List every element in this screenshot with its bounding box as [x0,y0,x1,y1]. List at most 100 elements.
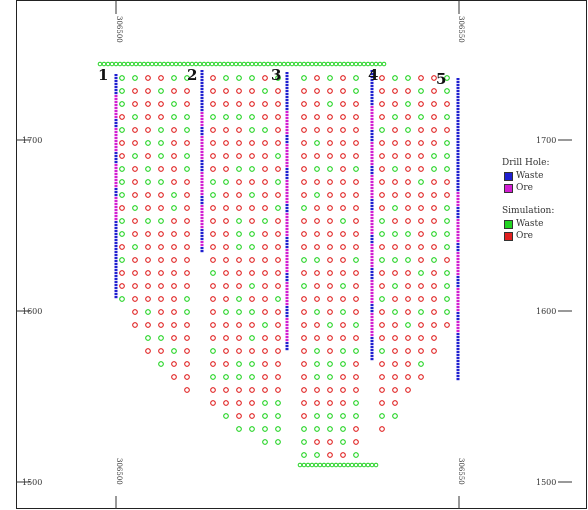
sim-point-484 [236,348,242,354]
drill-sample-337 [456,111,460,114]
drill-sample-333 [456,99,460,102]
sim-point-226 [405,192,411,198]
drill-sample-262 [370,169,374,172]
drill-sample-279 [370,220,374,223]
sim-point-261 [236,218,242,224]
drill-sample-203 [285,273,289,276]
sim-point-114 [444,127,450,133]
sim-point-363 [392,270,398,276]
drill-sample-117 [200,196,204,199]
rim-point-657 [345,61,351,67]
sim-point-235 [184,205,190,211]
sim-point-494 [392,348,398,354]
sim-point-415 [145,309,151,315]
drill-sample-97 [200,136,204,139]
sim-point-222 [340,192,346,198]
drill-sample-278 [370,217,374,220]
drill-sample-180 [285,204,289,207]
sim-point-245 [340,205,346,211]
sim-point-32 [249,88,255,94]
drill-sample-228 [285,348,289,351]
sim-point-410 [405,296,411,302]
rim-point-613 [169,61,175,67]
sim-point-308 [249,244,255,250]
sim-point-426 [314,309,320,315]
drill-sample-411 [456,333,460,336]
sim-point-529 [379,374,385,380]
sim-point-272 [405,218,411,224]
sim-point-10 [262,75,268,81]
drill-sample-422 [456,366,460,369]
sim-point-472 [353,335,359,341]
sim-point-496 [418,348,424,354]
sim-point-262 [249,218,255,224]
sim-point-451 [353,322,359,328]
drill-sample-322 [370,349,374,352]
sim-point-546 [392,387,398,393]
rim-point-684 [365,462,371,468]
sim-point-75 [210,114,216,120]
sim-point-429 [353,309,359,315]
sim-point-320 [431,244,437,250]
sim-point-258 [184,218,190,224]
rim-point-606 [141,61,147,67]
rim-point-666 [381,61,387,67]
sim-point-508 [314,361,320,367]
sim-point-126 [275,140,281,146]
sim-point-566 [301,413,307,419]
drill-sample-224 [285,336,289,339]
sim-point-100 [236,127,242,133]
drill-sample-229 [370,70,374,73]
legend-sim-waste-swatch [504,219,513,229]
drill-sample-114 [200,187,204,190]
drill-sample-113 [200,184,204,187]
sim-point-336 [327,257,333,263]
sim-point-178 [379,166,385,172]
sim-point-86 [379,114,385,120]
drill-sample-247 [370,124,374,127]
drill-sample-92 [200,121,204,124]
sim-point-469 [314,335,320,341]
drill-sample-88 [200,109,204,112]
sim-point-424 [275,309,281,315]
sim-point-307 [236,244,242,250]
drill-sample-424 [456,372,460,375]
sim-point-378 [262,283,268,289]
drill-sample-266 [370,181,374,184]
sim-point-218 [275,192,281,198]
sim-point-194 [262,179,268,185]
sim-point-177 [353,166,359,172]
rim-point-641 [281,61,287,67]
drill-sample-294 [370,265,374,268]
sim-point-492 [353,348,359,354]
sim-point-310 [275,244,281,250]
drill-sample-315 [370,328,374,331]
drill-sample-239 [370,100,374,103]
sim-point-30 [223,88,229,94]
sim-point-587 [327,439,333,445]
sim-point-299 [119,244,125,250]
rim-point-599 [113,61,119,67]
sim-point-457 [444,322,450,328]
drill-sample-149 [285,111,289,114]
sim-point-455 [418,322,424,328]
drill-sample-34 [114,176,118,179]
legend: Drill Hole: Waste Ore Simulation: Waste … [502,158,582,242]
sim-point-249 [405,205,411,211]
drill-sample-375 [456,225,460,228]
rim-point-607 [145,61,151,67]
drill-sample-36 [114,182,118,185]
drill-sample-303 [370,292,374,295]
drill-sample-420 [456,360,460,363]
sim-point-447 [301,322,307,328]
rim-point-609 [153,61,159,67]
sim-point-572 [392,413,398,419]
drill-sample-134 [200,247,204,250]
drill-sample-328 [456,84,460,87]
sim-point-503 [236,361,242,367]
sim-point-305 [210,244,216,250]
drill-sample-29 [114,161,118,164]
sim-point-99 [223,127,229,133]
drill-sample-47 [114,215,118,218]
sim-point-212 [184,192,190,198]
